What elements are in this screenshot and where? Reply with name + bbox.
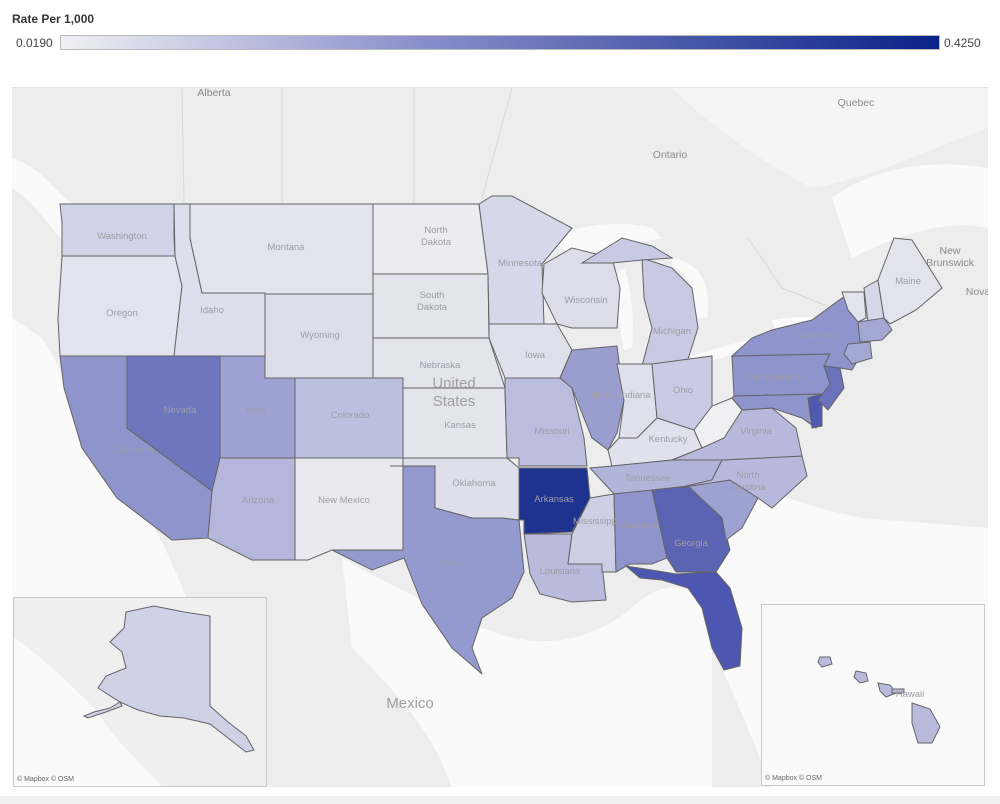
- alaska-map: [14, 598, 266, 786]
- state-label-louisiana: Louisiana: [540, 566, 581, 577]
- legend-max-label: 0.4250: [944, 36, 981, 50]
- border-line: [181, 88, 185, 204]
- state-delaware[interactable]: [807, 393, 823, 429]
- state-label-montana: Montana: [268, 242, 306, 253]
- state-arizona[interactable]: [207, 457, 296, 561]
- label-quebec: Quebec: [838, 97, 875, 109]
- lake-michigan: [617, 268, 633, 350]
- state-label-north-carolina: North: [736, 470, 759, 481]
- state-label-california: California: [114, 445, 155, 456]
- state-label-north-dakota-2: Dakota: [421, 237, 452, 248]
- state-label-ohio: Ohio: [673, 385, 693, 396]
- hawaii-map: Hawaii: [762, 605, 984, 785]
- state-mississippi[interactable]: [567, 493, 617, 573]
- alaska-inset[interactable]: © Mapbox © OSM: [13, 597, 267, 787]
- lake-superior: [550, 223, 662, 256]
- state-label-wisconsin: Wisconsin: [564, 295, 607, 306]
- state-alaska-peninsula[interactable]: [82, 701, 123, 719]
- label-new-brunswick-2: Brunswick: [926, 257, 975, 269]
- inset-background: [762, 605, 984, 785]
- state-label-wyoming: Wyoming: [300, 330, 340, 341]
- state-label-colorado: Colorado: [331, 410, 370, 421]
- label-ontario: Ontario: [653, 149, 688, 161]
- label-united-states: United: [432, 375, 475, 392]
- state-new-mexico[interactable]: [294, 457, 404, 561]
- state-alaska[interactable]: [97, 605, 255, 753]
- footer-strip: [0, 796, 1000, 804]
- state-massachusetts[interactable]: [857, 317, 893, 343]
- state-label-oklahoma: Oklahoma: [452, 478, 496, 489]
- state-north-carolina[interactable]: [677, 455, 808, 509]
- state-label-minnesota: Minnesota: [498, 258, 543, 269]
- state-arkansas[interactable]: [518, 467, 591, 535]
- hawaii-inset[interactable]: Hawaii © Mapbox © OSM: [761, 604, 985, 786]
- state-label-hawaii: Hawaii: [896, 689, 925, 700]
- state-label-virginia: Virginia: [740, 426, 772, 437]
- pacific-water: [12, 158, 72, 248]
- state-label-kentucky: Kentucky: [648, 434, 687, 445]
- legend-title: Rate Per 1,000: [12, 12, 95, 26]
- st-lawrence-water: [832, 164, 988, 258]
- state-label-north-carolina-2: Carolina: [730, 482, 766, 493]
- state-vermont[interactable]: [841, 291, 867, 323]
- label-new-brunswick: New: [939, 245, 960, 257]
- state-label-south-dakota: South: [420, 290, 445, 301]
- state-label-idaho: Idaho: [200, 305, 224, 316]
- state-minnesota[interactable]: [478, 195, 573, 325]
- state-label-washington: Washington: [97, 231, 147, 242]
- label-nova: Nova: [966, 286, 988, 298]
- state-label-missouri: Missouri: [534, 426, 569, 437]
- state-label-south-dakota-2: Dakota: [417, 302, 448, 313]
- state-washington[interactable]: [59, 203, 176, 257]
- state-wisconsin[interactable]: [541, 247, 621, 329]
- state-connecticut[interactable]: [843, 341, 873, 365]
- state-hawaii-kauai[interactable]: [817, 656, 833, 668]
- state-oregon[interactable]: [57, 255, 183, 357]
- state-label-arkansas: Arkansas: [534, 494, 574, 505]
- legend-min-label: 0.0190: [16, 36, 53, 50]
- state-label-michigan: Michigan: [653, 326, 691, 337]
- state-label-utah: Utah: [246, 405, 266, 416]
- state-new-york[interactable]: [730, 295, 867, 371]
- alaska-attribution: © Mapbox © OSM: [17, 776, 74, 783]
- state-label-illinois: Illinois: [591, 390, 618, 401]
- state-hawaii-big-island[interactable]: [911, 702, 941, 744]
- label-alberta: Alberta: [197, 88, 230, 99]
- state-label-north-dakota: North: [424, 225, 447, 236]
- state-label-kansas: Kansas: [444, 420, 476, 431]
- state-florida[interactable]: [624, 565, 743, 671]
- state-label-maine: Maine: [895, 276, 921, 287]
- state-label-indiana: Indiana: [619, 390, 651, 401]
- state-label-arizona: Arizona: [242, 495, 275, 506]
- state-label-georgia: Georgia: [674, 538, 709, 549]
- state-label-new-york: New York: [798, 330, 838, 341]
- label-united-states-2: States: [433, 393, 476, 410]
- bering-sea: [14, 638, 163, 786]
- state-label-nebraska: Nebraska: [420, 360, 461, 371]
- hudson-bay-area: [672, 88, 988, 188]
- state-label-new-mexico: New Mexico: [318, 495, 370, 506]
- state-label-pennsylvania: Pennsylvania: [746, 372, 803, 383]
- state-texas[interactable]: [331, 465, 525, 675]
- state-hawaii-oahu[interactable]: [853, 670, 869, 684]
- color-legend-bar: [60, 35, 940, 50]
- state-label-nevada: Nevada: [164, 405, 197, 416]
- lake-huron: [672, 258, 709, 318]
- state-label-tennessee: Tennessee: [625, 473, 671, 484]
- state-label-alabama: Alabama: [621, 520, 659, 531]
- state-michigan-upper[interactable]: [580, 237, 674, 264]
- state-label-mississippi: Mississippi: [573, 516, 619, 527]
- map-canvas[interactable]: Alberta Quebec Ontario New Brunswick Nov…: [12, 87, 988, 787]
- state-hawaii-molokai[interactable]: [891, 688, 905, 694]
- state-label-oregon: Oregon: [106, 308, 138, 319]
- state-label-texas: Texas: [435, 557, 460, 568]
- label-mexico: Mexico: [386, 695, 434, 712]
- hawaii-attribution: © Mapbox © OSM: [765, 775, 822, 782]
- state-label-iowa: Iowa: [525, 350, 546, 361]
- border-line: [481, 88, 513, 199]
